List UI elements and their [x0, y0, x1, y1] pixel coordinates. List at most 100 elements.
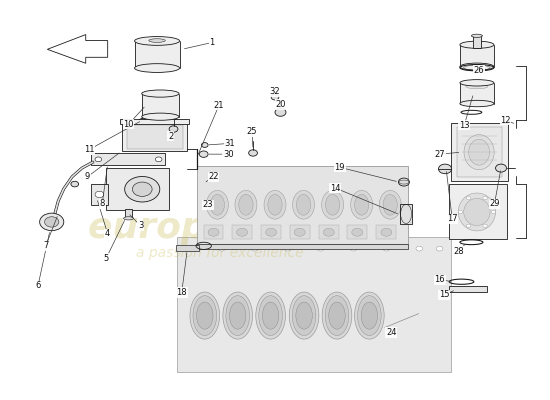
Text: 18: 18 [177, 288, 187, 297]
Bar [135, 41, 179, 68]
Text: a passion for excellence: a passion for excellence [136, 246, 304, 260]
Bar [232, 225, 252, 239]
Text: 22: 22 [208, 172, 219, 181]
Ellipse shape [210, 194, 224, 215]
Bar [457, 127, 502, 177]
Bar [176, 245, 199, 251]
Circle shape [416, 246, 422, 251]
Ellipse shape [142, 90, 179, 97]
Polygon shape [47, 34, 108, 63]
Bar [472, 36, 481, 48]
Ellipse shape [193, 296, 217, 336]
Circle shape [236, 228, 248, 236]
Circle shape [208, 228, 219, 236]
Circle shape [71, 181, 79, 187]
Bar [261, 225, 281, 239]
Text: 1: 1 [210, 38, 215, 47]
Circle shape [350, 246, 357, 251]
Circle shape [496, 164, 507, 172]
Bar [460, 83, 494, 104]
Bar [123, 123, 187, 151]
Ellipse shape [206, 190, 228, 219]
Ellipse shape [322, 292, 352, 339]
Ellipse shape [239, 194, 253, 215]
Ellipse shape [464, 135, 494, 170]
Bar [290, 225, 310, 239]
Circle shape [95, 191, 104, 198]
Ellipse shape [235, 190, 257, 219]
Text: 10: 10 [123, 120, 134, 129]
Text: 26: 26 [474, 66, 485, 75]
Circle shape [275, 108, 286, 116]
Bar [177, 238, 450, 372]
Bar [127, 125, 183, 149]
Ellipse shape [264, 190, 286, 219]
Ellipse shape [259, 296, 282, 336]
Ellipse shape [144, 38, 170, 43]
Circle shape [383, 246, 389, 251]
Text: 9: 9 [85, 172, 90, 181]
Ellipse shape [460, 100, 494, 107]
Ellipse shape [460, 41, 494, 48]
Circle shape [251, 246, 258, 251]
Circle shape [201, 143, 208, 147]
Circle shape [156, 157, 162, 162]
Text: 14: 14 [330, 184, 340, 192]
Ellipse shape [229, 302, 246, 329]
Ellipse shape [296, 194, 311, 215]
Text: 32: 32 [270, 87, 280, 96]
Text: 7: 7 [43, 241, 48, 250]
Bar [450, 123, 508, 181]
Circle shape [483, 196, 487, 200]
Bar [449, 286, 487, 292]
Circle shape [266, 228, 277, 236]
Ellipse shape [190, 292, 219, 339]
Circle shape [323, 228, 334, 236]
Ellipse shape [135, 36, 179, 45]
Circle shape [317, 246, 324, 251]
Circle shape [133, 182, 152, 196]
Text: 23: 23 [203, 200, 213, 209]
Text: 30: 30 [223, 150, 234, 159]
Text: 21: 21 [214, 101, 224, 110]
Bar [197, 166, 408, 244]
Text: 25: 25 [247, 127, 257, 136]
Circle shape [45, 217, 59, 227]
Bar [125, 209, 132, 217]
Text: 12: 12 [500, 116, 510, 125]
Bar [197, 244, 408, 249]
Bar [460, 45, 494, 67]
Ellipse shape [149, 39, 166, 42]
Bar [348, 225, 367, 239]
Ellipse shape [466, 84, 488, 89]
Text: 13: 13 [459, 120, 470, 130]
Ellipse shape [322, 190, 344, 219]
Circle shape [466, 196, 471, 200]
Ellipse shape [351, 190, 373, 219]
Ellipse shape [292, 296, 316, 336]
Ellipse shape [262, 302, 279, 329]
Circle shape [185, 246, 191, 251]
Text: 2: 2 [168, 132, 173, 141]
Bar [120, 120, 189, 124]
Text: 16: 16 [434, 275, 445, 284]
Ellipse shape [460, 63, 494, 70]
Ellipse shape [355, 292, 384, 339]
Ellipse shape [223, 292, 252, 339]
Text: 29: 29 [489, 200, 500, 208]
Ellipse shape [135, 64, 179, 72]
Circle shape [466, 224, 471, 227]
Circle shape [218, 246, 225, 251]
Text: 8: 8 [100, 200, 105, 208]
Text: 17: 17 [447, 214, 458, 223]
Ellipse shape [460, 80, 494, 86]
Circle shape [352, 228, 363, 236]
Ellipse shape [268, 194, 282, 215]
Bar [400, 204, 412, 224]
Circle shape [169, 126, 178, 132]
Bar [204, 225, 223, 239]
Text: 27: 27 [434, 150, 445, 159]
Text: 4: 4 [105, 229, 111, 238]
Ellipse shape [150, 91, 171, 96]
Text: 3: 3 [138, 222, 144, 230]
